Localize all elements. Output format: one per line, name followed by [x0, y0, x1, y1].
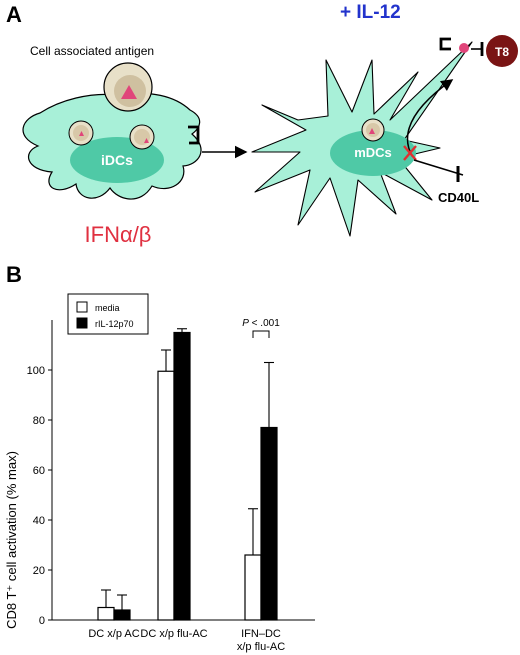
panel-a-letter: A	[6, 2, 22, 27]
bar-chart: 0 20 40 60 80 100 CD8 T⁺ cell activation (% ma…	[4, 293, 315, 653]
mdc-label: mDCs	[354, 145, 392, 160]
cd40l-line	[413, 159, 464, 176]
panel-b: B 0 20 40 60 80 100 CD8 T⁺ cell activation (% …	[4, 262, 315, 653]
y-tick-label: 20	[33, 565, 45, 577]
legend-swatch-media	[76, 301, 88, 313]
y-tick-label: 40	[33, 515, 45, 527]
legend-label-ril12p70: rIL-12p70	[95, 319, 134, 329]
signal-arrow	[406, 79, 454, 157]
mdc-nucleus	[330, 130, 416, 176]
il12-label: + IL-12	[340, 2, 401, 23]
il12-receptor-icon	[439, 37, 451, 51]
x-category-label: DC x/p flu-AC	[140, 628, 207, 640]
y-tick-label: 60	[33, 465, 45, 477]
bar-media	[97, 606, 115, 621]
t8-cell	[486, 35, 518, 67]
antigen-triangle-icon	[369, 128, 375, 134]
idc-label: iDCs	[101, 152, 133, 168]
bar-ril12p70	[173, 331, 191, 621]
y-tick-label: 100	[27, 365, 45, 377]
antigen-triangle-icon	[79, 131, 84, 136]
bar-media	[244, 554, 262, 621]
legend-swatch-ril12p70	[76, 317, 88, 329]
x-category-label: x/p flu-AC	[237, 641, 285, 653]
panel-a: A iDCs Cell associated antigen IFNα/β	[6, 2, 518, 247]
cd40l-label: CD40L	[438, 190, 479, 205]
panel-b-letter: B	[6, 262, 22, 287]
immature-dendritic-cell: iDCs	[22, 92, 202, 200]
t8-interaction: T8	[439, 35, 518, 67]
ifn-label: IFNα/β	[85, 222, 152, 247]
legend-label-media: media	[95, 303, 120, 313]
p-value-annotation: P < .001	[242, 318, 280, 329]
blocked-signal-x-icon	[403, 145, 417, 161]
y-tick-label: 0	[39, 615, 45, 627]
x-category-label: IFN–DC	[241, 628, 281, 640]
x-category-label: DC x/p AC	[88, 628, 139, 640]
il12-molecule-icon	[459, 43, 469, 53]
y-tick-label: 80	[33, 415, 45, 427]
antigen-triangle-icon	[121, 85, 137, 99]
bar-ril12p70	[260, 426, 278, 621]
receptor-icon	[188, 125, 200, 145]
antigen-triangle-icon	[144, 138, 149, 143]
bar-ril12p70	[113, 609, 131, 621]
cell-associated-antigen: Cell associated antigen	[30, 44, 154, 112]
y-axis-label: CD8 T⁺ cell activation (% max)	[4, 451, 19, 629]
bar-media	[157, 370, 175, 621]
mature-dendritic-cell: mDCs CD40L	[251, 41, 479, 237]
antigen-label: Cell associated antigen	[30, 44, 154, 58]
significance-bracket	[252, 330, 270, 338]
t8-label: T8	[495, 45, 509, 59]
